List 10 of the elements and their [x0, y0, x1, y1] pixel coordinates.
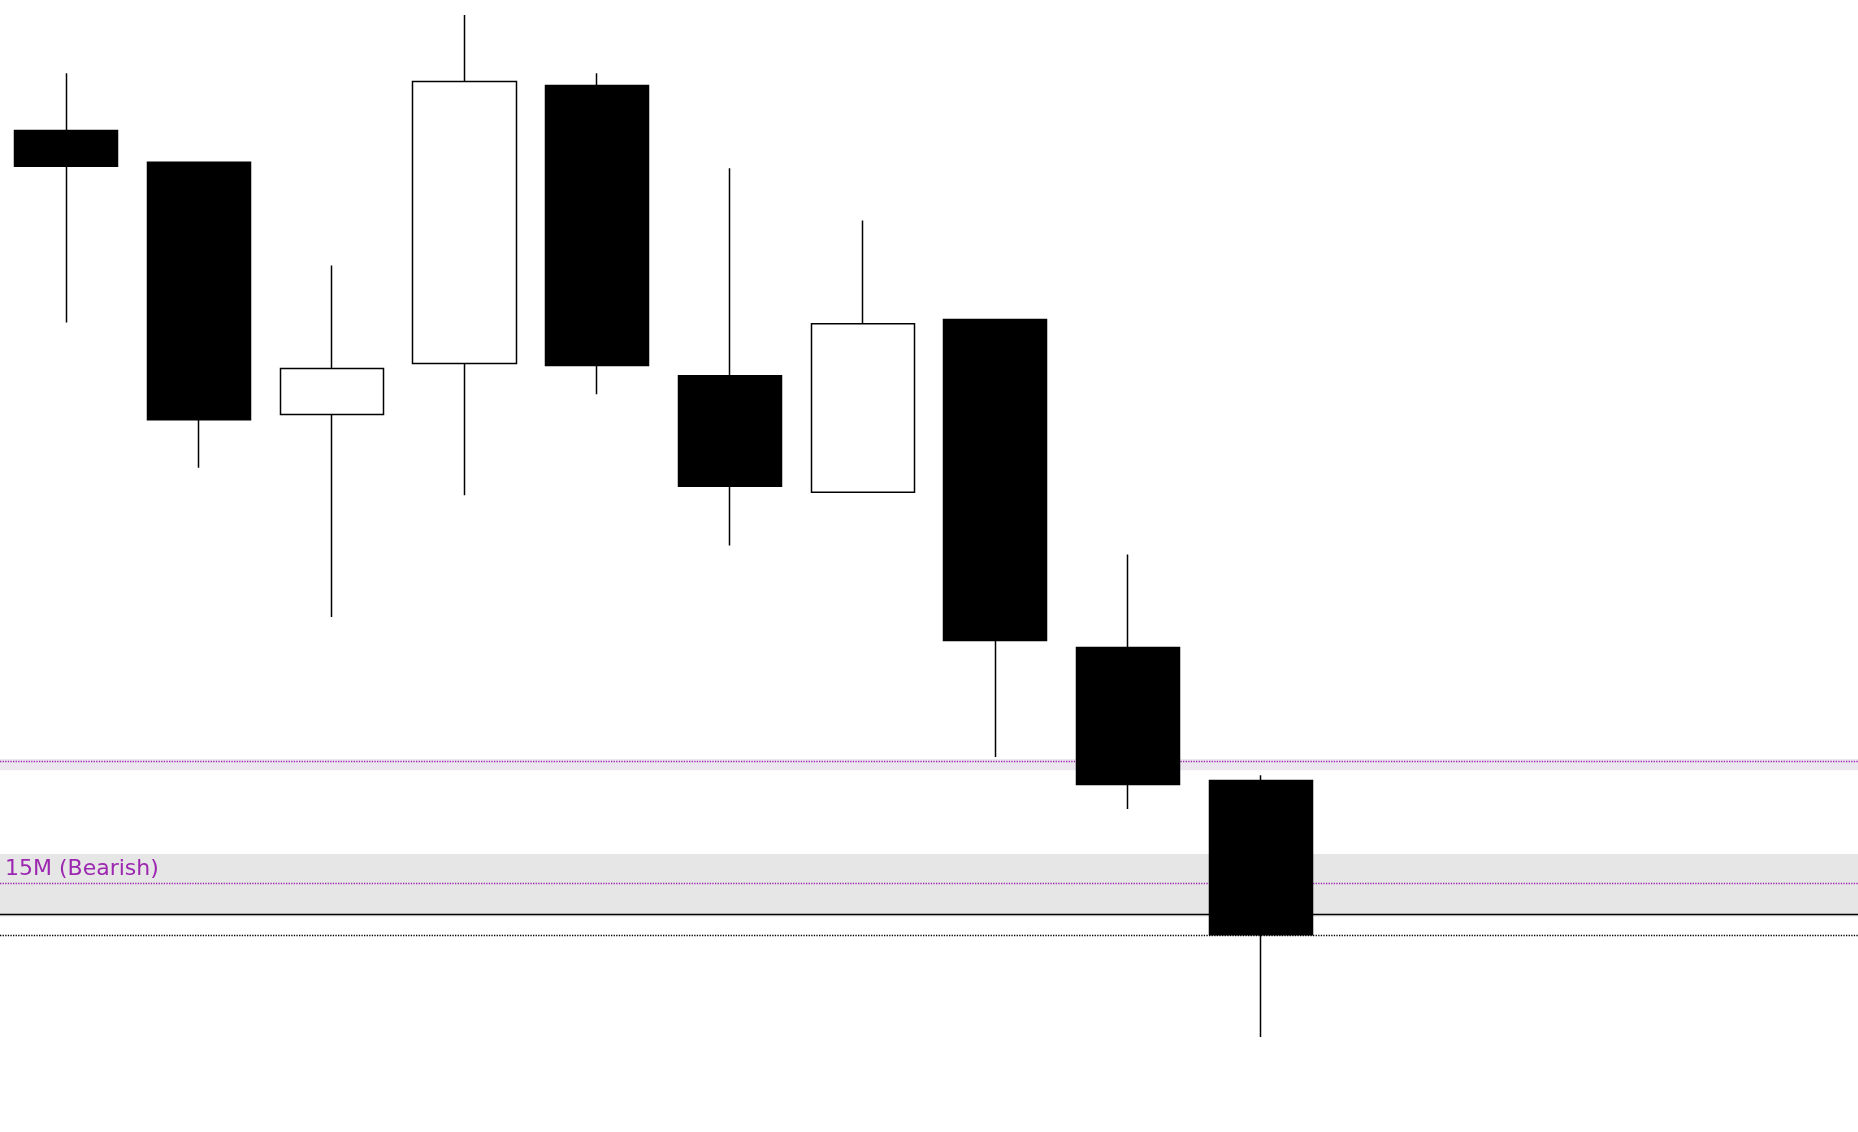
candlestick	[279, 264, 385, 618]
candlestick	[544, 72, 650, 395]
candlestick	[942, 318, 1048, 758]
candlestick	[810, 219, 916, 494]
candlestick	[13, 72, 119, 324]
candlestick	[677, 167, 783, 547]
candlestick	[1075, 553, 1181, 810]
candlestick	[411, 14, 518, 497]
ref-line-label: 15M (Bearish)	[5, 855, 159, 881]
candlestick	[146, 161, 252, 469]
